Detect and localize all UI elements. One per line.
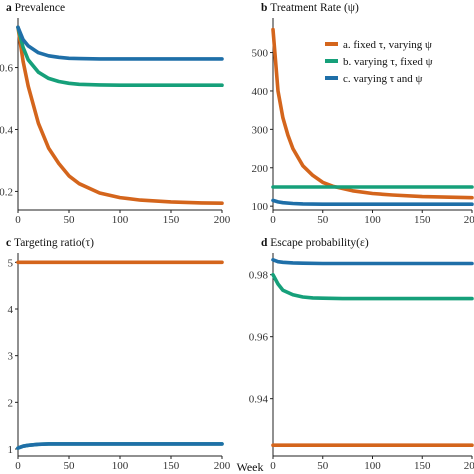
x-tick-label: 50: [317, 460, 329, 472]
x-tick-label: 50: [64, 460, 76, 472]
series-line-b: [16, 25, 224, 87]
x-tick-label: 50: [317, 214, 329, 226]
x-axis-label: Week: [236, 460, 263, 474]
panel-letter: d: [261, 237, 270, 249]
x-tick-label: 100: [112, 214, 129, 226]
panel-title-text: Escape probability(ε): [270, 237, 369, 249]
y-tick-label: 0.94: [249, 394, 269, 406]
series-line-c: [16, 25, 224, 61]
x-tick-label: 150: [163, 460, 180, 472]
y-tick-label: 3: [8, 351, 14, 363]
panel-d: d Escape probability(ε) 0 50 100 150 200 0.94 0…: [249, 237, 474, 472]
y-tick-label: 100: [252, 201, 269, 213]
panel-a: a Prevalence 0 50 100 150 200 0.2 0.4 0.6: [0, 2, 231, 226]
series-line-b: [271, 272, 474, 301]
x-tick-label: 150: [414, 460, 431, 472]
y-tick-label: 0.98: [249, 270, 269, 282]
x-tick-label: 200: [214, 460, 231, 472]
y-tick-label: 0.2: [0, 186, 13, 198]
y-tick-label: 0.4: [0, 124, 14, 136]
x-tick-label: 150: [414, 214, 431, 226]
x-tick-label: 100: [364, 214, 381, 226]
panel-title: a Prevalence: [6, 2, 65, 14]
x-tick-label: 0: [15, 460, 21, 472]
x-tick-label: 0: [270, 460, 276, 472]
x-tick-label: 200: [214, 214, 231, 226]
x-tick-label: 100: [364, 460, 381, 472]
series-line-c: [16, 442, 224, 450]
series-line-a: [271, 27, 474, 200]
y-tick-label: 500: [252, 48, 269, 60]
series-line-c: [271, 257, 474, 266]
legend-label-a: a. fixed τ, varying ψ: [343, 39, 432, 51]
panel-title: b Treatment Rate (ψ): [261, 2, 359, 14]
y-tick-label: 2: [8, 397, 14, 409]
panel-title: d Escape probability(ε): [261, 237, 369, 249]
panel-title-text: Targeting ratio(τ): [14, 237, 94, 249]
y-tick-label: 4: [8, 304, 14, 316]
legend-label-c: c. varying τ and ψ: [343, 73, 423, 85]
panel-b: b Treatment Rate (ψ) 0 50 100 150 200 100 200 30…: [252, 2, 474, 226]
y-tick-label: 5: [8, 257, 14, 269]
panel-letter: b: [261, 2, 270, 14]
y-tick-label: 1: [8, 444, 14, 456]
y-tick-label: 0.96: [249, 332, 269, 344]
panel-letter: c: [6, 237, 14, 249]
y-tick-label: 0.6: [0, 63, 14, 75]
legend: a. fixed τ, varying ψ b. varying τ, fixed…: [325, 39, 433, 85]
x-tick-label: 150: [163, 214, 180, 226]
series-line-c: [271, 198, 474, 206]
x-tick-label: 100: [112, 460, 129, 472]
x-tick-label: 50: [64, 214, 76, 226]
series-line-a: [16, 25, 224, 205]
panel-letter: a: [6, 2, 15, 14]
panel-title-text: Prevalence: [15, 2, 65, 14]
x-tick-label: 0: [270, 214, 276, 226]
panel-c: c Targeting ratio(τ) 0 50 100 150 200 1 2 3 4 5: [6, 237, 231, 472]
y-tick-label: 300: [252, 124, 269, 136]
legend-label-b: b. varying τ, fixed ψ: [343, 56, 433, 68]
panel-title-text: Treatment Rate (ψ): [270, 2, 359, 14]
x-tick-label: 200: [464, 460, 474, 472]
y-tick-label: 400: [252, 86, 269, 98]
x-tick-label: 200: [464, 214, 474, 226]
y-tick-label: 200: [252, 163, 269, 175]
x-tick-label: 0: [15, 214, 21, 226]
panel-title: c Targeting ratio(τ): [6, 237, 94, 249]
